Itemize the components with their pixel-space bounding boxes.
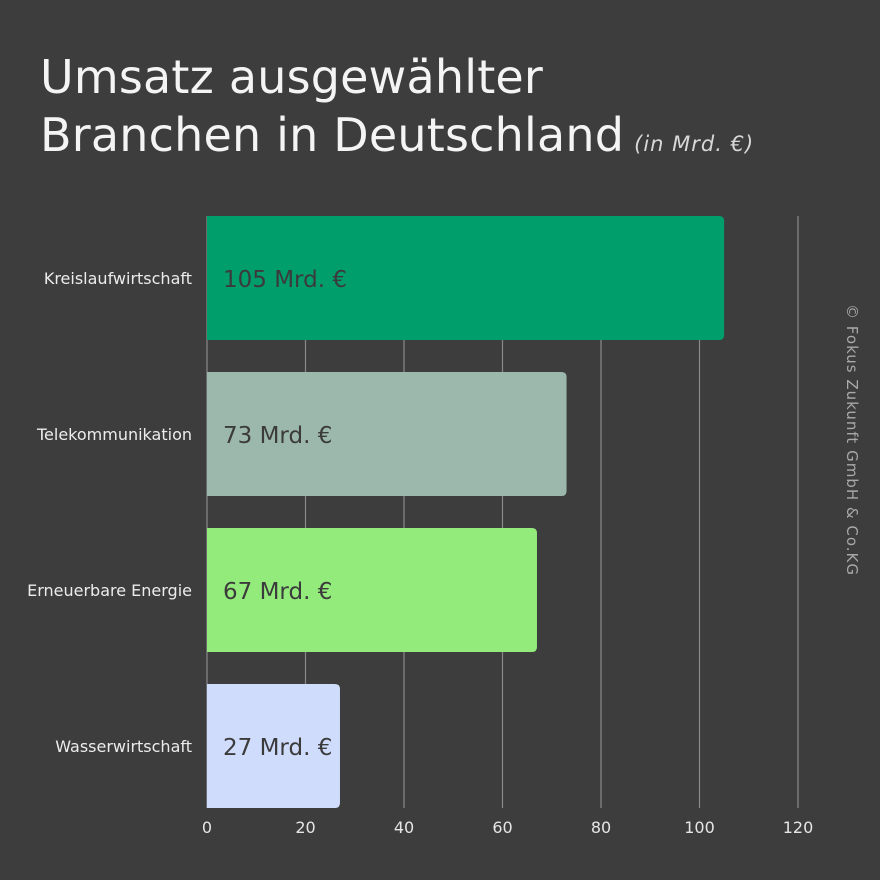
bar-value-label-0: 105 Mrd. € [223,267,347,293]
category-label-1: Telekommunikation [36,425,192,444]
x-tick-label-20: 20 [295,818,315,837]
category-labels: Kreislaufwirtschaft Telekommunikation Erne… [27,269,192,756]
chart-subtitle: (in Mrd. €) [634,132,755,156]
bar-2 [207,528,537,652]
x-tick-label-100: 100 [684,818,715,837]
bar-value-label-3: 27 Mrd. € [223,735,332,761]
x-tick-label-60: 60 [492,818,512,837]
bar-1 [207,372,567,496]
x-tick-label-40: 40 [394,818,414,837]
bar-0 [207,216,725,340]
bar-value-label-1: 73 Mrd. € [223,423,332,449]
title-line-2: Branchen in Deutschland (in Mrd. €) [40,106,754,173]
title-line-2-text: Branchen in Deutschland [40,108,625,162]
bars: 105 Mrd. € 73 Mrd. € 67 Mrd. € 27 Mrd. € [207,216,725,808]
category-label-2: Erneuerbare Energie [27,581,192,600]
bar-3 [207,684,340,808]
title-line-1: Umsatz ausgewählter [40,50,544,104]
category-label-3: Wasserwirtschaft [55,737,192,756]
x-tick-label-0: 0 [202,818,212,837]
x-tick-label-80: 80 [591,818,611,837]
x-axis-ticks: 0 20 40 60 80 100 120 [202,818,813,837]
category-label-0: Kreislaufwirtschaft [44,269,192,288]
bar-value-label-2: 67 Mrd. € [223,579,332,605]
x-tick-label-120: 120 [783,818,814,837]
chart-title: Umsatz ausgewählter Branchen in Deutschl… [40,48,754,173]
